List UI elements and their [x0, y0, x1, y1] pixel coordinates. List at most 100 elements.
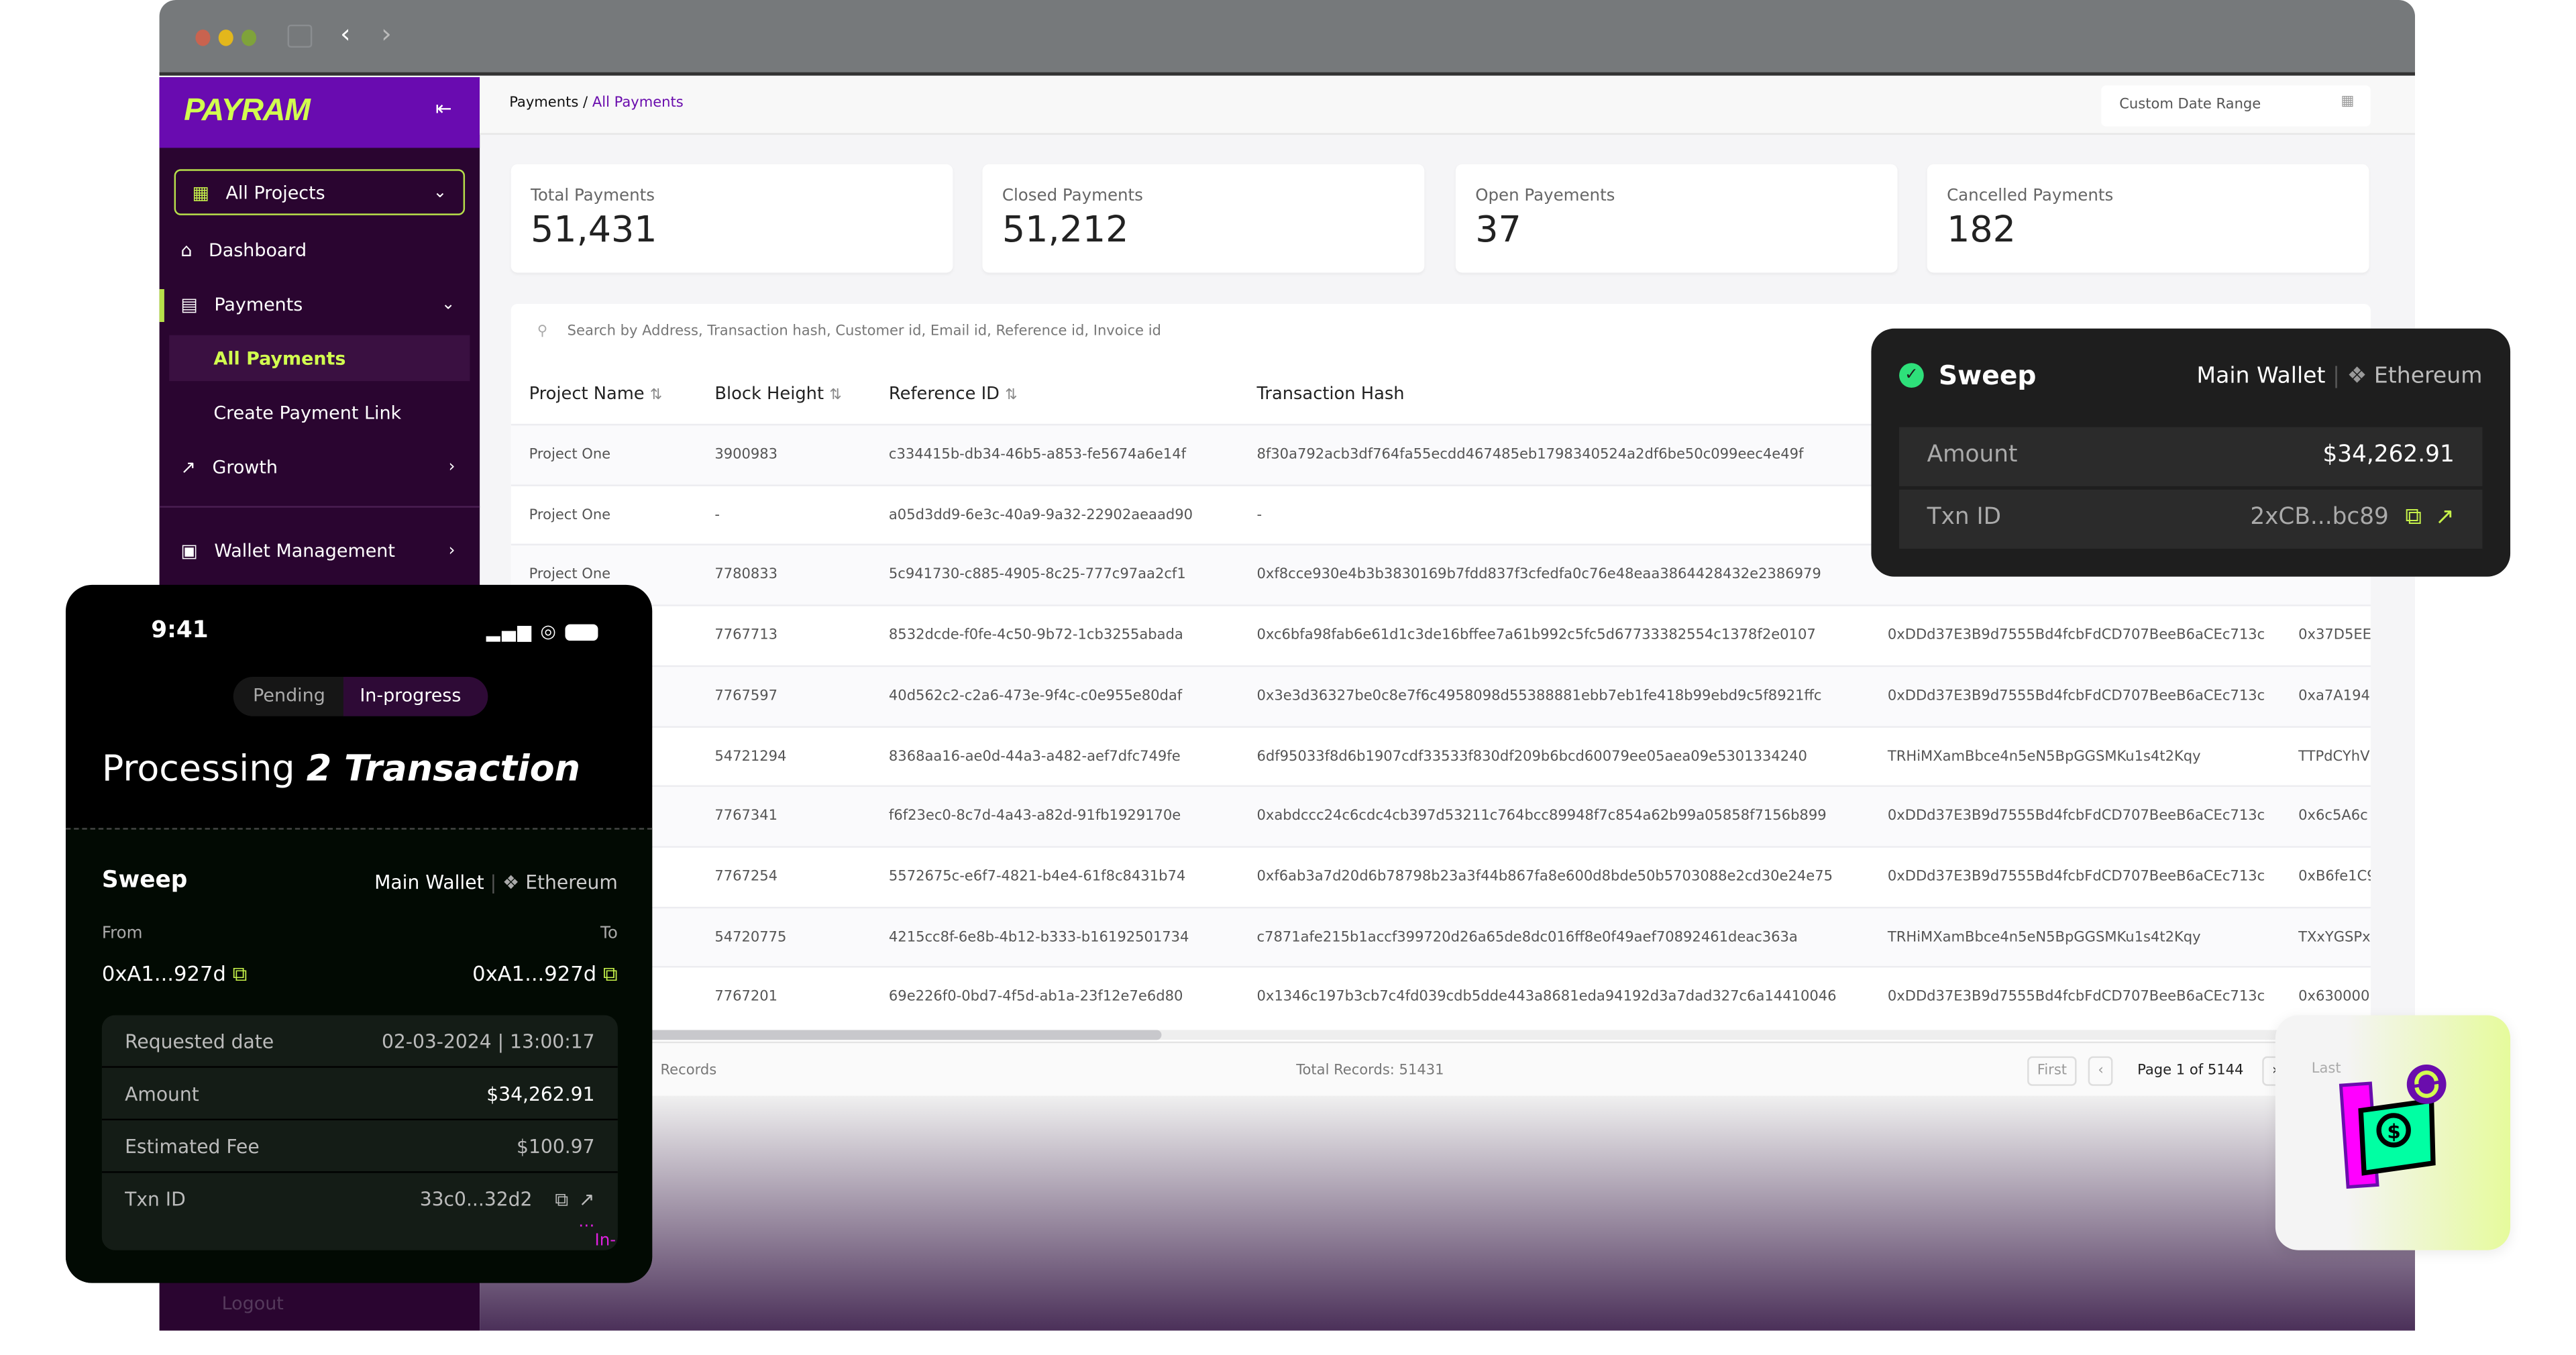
horizontal-scrollbar[interactable]: [511, 1030, 2371, 1040]
table-cell: 0xDDd37E3B9d7555Bd4fcbFdCD707BeeB6aCEc71…: [1887, 869, 2265, 885]
back-button[interactable]: ‹: [339, 17, 351, 50]
table-cell: 0xB6fe1C9: [2298, 869, 2371, 885]
stat-card-cancelled: Cancelled Payments 182: [1927, 164, 2369, 273]
table-cell: 0xf6ab3a7d20d6b78798b23a3f44b867fa8e600d…: [1256, 869, 1833, 885]
forward-button[interactable]: ›: [381, 17, 392, 50]
table-cell: 8f30a792acb3df764fa55ecdd467485eb1798340…: [1256, 447, 1804, 464]
sidebar-item-label: Create Payment Link: [213, 401, 402, 423]
sidebar-item-wallet-management[interactable]: ▣ Wallet Management ›: [176, 529, 472, 572]
table-cell: 0xc6bfa98fab6e61d1c3de16bffee7a61b992c5f…: [1256, 627, 1816, 645]
chevron-right-icon: ›: [448, 457, 455, 476]
table-cell: 0xDDd37E3B9d7555Bd4fcbFdCD707BeeB6aCEc71…: [1887, 627, 2265, 645]
detail-value: $100.97: [517, 1135, 595, 1158]
payram-logo: PAYRAM: [184, 93, 311, 129]
table-cell: 5572675c-e6f7-4821-b4e4-61f8c8431b74: [888, 869, 1186, 885]
copy-icon[interactable]: ⧉: [602, 961, 618, 986]
detail-label: Requested date: [125, 1030, 274, 1053]
home-icon: ⌂: [180, 239, 193, 261]
close-window-button[interactable]: [195, 30, 211, 46]
table-cell: Project One: [529, 447, 611, 464]
maximize-window-button[interactable]: [241, 30, 257, 46]
table-cell: 54721294: [714, 748, 787, 765]
table-row[interactable]: Project One - a05d3dd9-6e3c-40a9-9a32-2290…: [511, 484, 2371, 545]
sweep-card: ✓ Sweep Main Wallet | ❖ Ethereum Amount $…: [1871, 328, 2511, 577]
table-row[interactable]: 7767713 8532dcde-f0fe-4c50-9b72-1cb3255ab…: [511, 604, 2371, 665]
table-cell: 5c941730-c885-4905-8c25-777c97aa2cf1: [888, 567, 1186, 584]
wallet-network: Main Wallet | ❖ Ethereum: [374, 870, 618, 894]
first-page-button[interactable]: First: [2027, 1056, 2077, 1086]
table-row[interactable]: 7767597 40d562c2-c2a6-473e-9f4c-c0e955e80…: [511, 665, 2371, 726]
table-cell: 0x37D5EE8: [2298, 627, 2371, 645]
table-row[interactable]: 54721294 8368aa16-ae0d-44a3-a482-aef7dfc7…: [511, 725, 2371, 786]
detail-value: 33c0...32d2: [419, 1187, 533, 1211]
stat-value: 51,431: [531, 210, 657, 252]
breadcrumb-all-payments: All Payments: [592, 95, 684, 112]
table-row[interactable]: 7767201 69e226f0-0bd7-4f5d-ab1a-23f12e7e6…: [511, 966, 2371, 1028]
table-row[interactable]: 7767341 f6f23ec0-8c7d-4a43-a82d-91fb19291…: [511, 785, 2371, 847]
table-cell: 54720775: [714, 929, 787, 946]
sort-icon[interactable]: ⇅: [649, 387, 663, 404]
txn-row: Txn ID 2xCB...bc89 ⧉ ↗: [1899, 489, 2483, 549]
table-cell: 0xa7A1947: [2298, 688, 2371, 705]
table-cell: 69e226f0-0bd7-4f5d-ab1a-23f12e7e6d80: [888, 989, 1183, 1006]
detail-label: Estimated Fee: [125, 1135, 260, 1158]
table-cell: f6f23ec0-8c7d-4a43-a82d-91fb1929170e: [888, 808, 1181, 825]
column-header-block-height[interactable]: Block Height ⇅: [714, 384, 841, 404]
payment-illustration-card: $: [2275, 1015, 2511, 1250]
minimize-window-button[interactable]: [218, 30, 233, 46]
status-tabs: Pending In-progress: [233, 676, 488, 716]
copy-icon[interactable]: ⧉: [2405, 504, 2422, 531]
last-page-button[interactable]: Last: [2311, 1061, 2341, 1078]
divider: [159, 506, 480, 508]
sidebar-item-create-payment-link[interactable]: Create Payment Link: [176, 391, 472, 434]
table-cell: 0xabdccc24c6cdc4cb397d53211c764bcc89948f…: [1256, 808, 1827, 825]
stat-label: Cancelled Payments: [1947, 187, 2114, 206]
sidebar-item-payments[interactable]: ▤ Payments ⌄: [176, 282, 472, 325]
sidebar-item-growth[interactable]: ↗ Growth ›: [176, 445, 472, 488]
external-link-icon[interactable]: ↗: [2435, 504, 2455, 531]
copy-icon[interactable]: ⧉: [555, 1187, 569, 1211]
search-input[interactable]: ⚲ Search by Address, Transaction hash, Cu…: [524, 317, 1346, 350]
project-select[interactable]: ▦ All Projects ⌄: [174, 169, 466, 215]
date-range-picker[interactable]: Custom Date Range ▦: [2101, 85, 2371, 127]
chevron-down-icon: ⌄: [441, 294, 455, 313]
logout-label: Logout: [221, 1292, 284, 1313]
table-cell: TTPdCYhV: [2298, 748, 2370, 765]
table-footer: Records Total Records: 51431 First ‹ Pag…: [480, 1041, 2416, 1096]
detail-value: $34,262.91: [486, 1082, 595, 1106]
tab-pending[interactable]: Pending: [253, 685, 325, 707]
header-label: Project Name: [529, 384, 645, 404]
transaction-type: Sweep: [101, 867, 188, 894]
search-icon: ⚲: [537, 323, 548, 340]
to-address: 0xA1...927d ⧉: [472, 961, 618, 987]
table-cell: 0x6c5A6c: [2298, 808, 2368, 825]
sidebar-item-dashboard[interactable]: ⌂ Dashboard: [176, 228, 472, 271]
signal-wifi-battery-icons: ▂▄▆ ◎: [486, 621, 598, 643]
sort-icon[interactable]: ⇅: [1005, 387, 1018, 404]
scrollbar-thumb[interactable]: [511, 1030, 1162, 1040]
detail-row-estimated-fee: Estimated Fee $100.97: [101, 1120, 618, 1173]
sidebar-item-label: All Payments: [213, 347, 346, 369]
table-cell: 0xDDd37E3B9d7555Bd4fcbFdCD707BeeB6aCEc71…: [1887, 688, 2265, 705]
chevron-right-icon: ›: [448, 541, 455, 559]
prev-page-button[interactable]: ‹: [2088, 1056, 2114, 1086]
table-cell: 7767201: [714, 989, 778, 1006]
copy-icon[interactable]: ⧉: [232, 961, 248, 986]
column-header-reference-id[interactable]: Reference ID ⇅: [889, 384, 1018, 404]
tab-in-progress[interactable]: In-progress: [343, 676, 488, 716]
detail-row-requested-date: Requested date 02-03-2024 | 13:00:17: [101, 1015, 618, 1068]
breadcrumb-payments[interactable]: Payments: [509, 95, 579, 112]
external-link-icon[interactable]: ↗: [578, 1187, 595, 1211]
table-row[interactable]: 7767254 5572675c-e6f7-4821-b4e4-61f8c8431…: [511, 845, 2371, 907]
column-header-project-name[interactable]: Project Name ⇅: [529, 384, 663, 404]
status-text: In-progress: [594, 1232, 616, 1250]
table-cell: c334415b-db34-46b5-a853-fe5674a6e14f: [888, 447, 1187, 464]
logout-button[interactable]: Logout: [176, 1281, 472, 1324]
to-label: To: [600, 924, 618, 943]
stat-card-total: Total Payments 51,431: [511, 164, 953, 273]
table-row[interactable]: 54720775 4215cc8f-6e8b-4b12-b333-b1619250…: [511, 906, 2371, 967]
sidebar-item-all-payments[interactable]: All Payments: [169, 335, 470, 382]
collapse-sidebar-icon[interactable]: ⇤: [435, 97, 452, 120]
sort-icon[interactable]: ⇅: [829, 387, 842, 404]
sidebar-toggle-icon[interactable]: [287, 24, 313, 48]
